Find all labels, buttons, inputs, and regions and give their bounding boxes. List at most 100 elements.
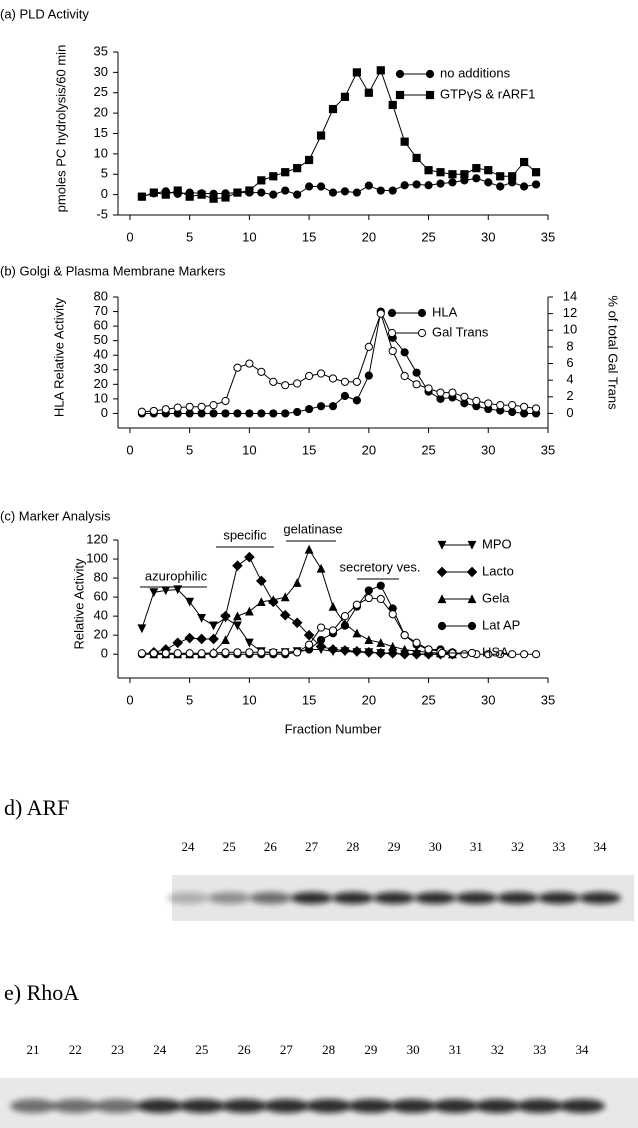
data-point [257, 576, 266, 585]
lane-label: 22 [69, 1042, 82, 1057]
data-point [210, 650, 217, 657]
x-tick-label: 15 [302, 442, 316, 457]
lane-label: 32 [491, 1042, 504, 1057]
legend-marker [418, 329, 425, 336]
data-point [509, 402, 516, 409]
blot-band [517, 1099, 563, 1113]
lane-label: 33 [533, 1042, 546, 1057]
data-point [365, 182, 372, 189]
annotation: azurophilic [145, 568, 208, 583]
y-tick-label: 15 [94, 125, 108, 140]
data-point [413, 181, 420, 188]
blot-band [455, 892, 497, 904]
lane-label: 29 [364, 1042, 377, 1057]
data-point [222, 397, 229, 404]
data-point [461, 651, 468, 658]
data-point [353, 69, 360, 76]
data-point [365, 343, 372, 350]
data-point [497, 173, 504, 180]
y-tick-label: 35 [94, 43, 108, 58]
blot-band [497, 892, 539, 904]
y-tick-label: 100 [86, 550, 108, 565]
y2-tick-label: 14 [563, 288, 577, 303]
y-tick-label: 20 [94, 105, 108, 120]
legend-marker [437, 567, 446, 576]
data-point [294, 191, 301, 198]
y-tick-label: 0 [101, 405, 108, 420]
legend-marker [438, 622, 445, 629]
data-point [198, 650, 205, 657]
data-point [186, 193, 193, 200]
data-point [377, 639, 384, 646]
y-tick-label: 60 [94, 589, 108, 604]
lane-label: 24 [182, 839, 196, 854]
x-tick-label: 20 [362, 442, 376, 457]
data-point [174, 187, 181, 194]
y-axis-label: HLA Relative Activity [51, 297, 66, 417]
data-point [246, 360, 253, 367]
data-point [138, 625, 145, 632]
data-point [365, 587, 372, 594]
blot-band [390, 1099, 436, 1113]
lane-label: 31 [449, 1042, 462, 1057]
data-point [413, 369, 420, 376]
data-point [210, 195, 217, 202]
y2-tick-label: 0 [566, 405, 573, 420]
data-point [186, 410, 193, 417]
legend-label: Lacto [482, 563, 514, 578]
blot-band [348, 1099, 394, 1113]
x-tick-label: 0 [126, 692, 133, 707]
blot-band [332, 892, 374, 904]
data-point [352, 647, 361, 656]
data-point [270, 173, 277, 180]
data-point [222, 194, 229, 201]
data-point [185, 633, 194, 642]
y-tick-label: 50 [94, 332, 108, 347]
data-point [532, 651, 539, 658]
data-point [473, 397, 480, 404]
x-tick-label: 35 [541, 229, 555, 244]
data-point [258, 368, 265, 375]
data-point [449, 171, 456, 178]
data-point [162, 191, 169, 198]
data-point [306, 546, 313, 553]
data-point [389, 611, 396, 618]
blot-band [167, 892, 209, 904]
y-tick-label: 0 [101, 186, 108, 201]
data-point [162, 650, 169, 657]
data-point [532, 405, 539, 412]
data-point [138, 193, 145, 200]
blot-band [221, 1099, 267, 1113]
legend-marker [396, 91, 403, 98]
data-point [377, 582, 384, 589]
data-point [306, 183, 313, 190]
legend-marker [418, 309, 425, 316]
legend-label: GTPγS & rARF1 [440, 86, 535, 101]
y-tick-label: 30 [94, 64, 108, 79]
y-tick-label: 20 [94, 376, 108, 391]
x-tick-label: 20 [362, 692, 376, 707]
data-point [461, 171, 468, 178]
lane-label: 34 [576, 1042, 590, 1057]
data-point [282, 649, 289, 656]
y-tick-label: 120 [86, 531, 108, 546]
lane-label: 30 [429, 839, 442, 854]
y-tick-label: 40 [94, 347, 108, 362]
data-point [306, 641, 313, 648]
data-point [340, 646, 349, 655]
data-point [401, 182, 408, 189]
data-point [150, 189, 157, 196]
data-point [401, 372, 408, 379]
legend-marker [426, 91, 433, 98]
legend-marker [388, 309, 395, 316]
data-point [222, 410, 229, 417]
annotation: gelatinase [283, 521, 342, 536]
data-point [413, 381, 420, 388]
data-point [425, 646, 432, 653]
data-point [353, 378, 360, 385]
data-point [150, 407, 157, 414]
data-point [245, 553, 254, 562]
annotation: secretory ves. [340, 559, 421, 574]
data-point [449, 389, 456, 396]
data-point [306, 156, 313, 163]
